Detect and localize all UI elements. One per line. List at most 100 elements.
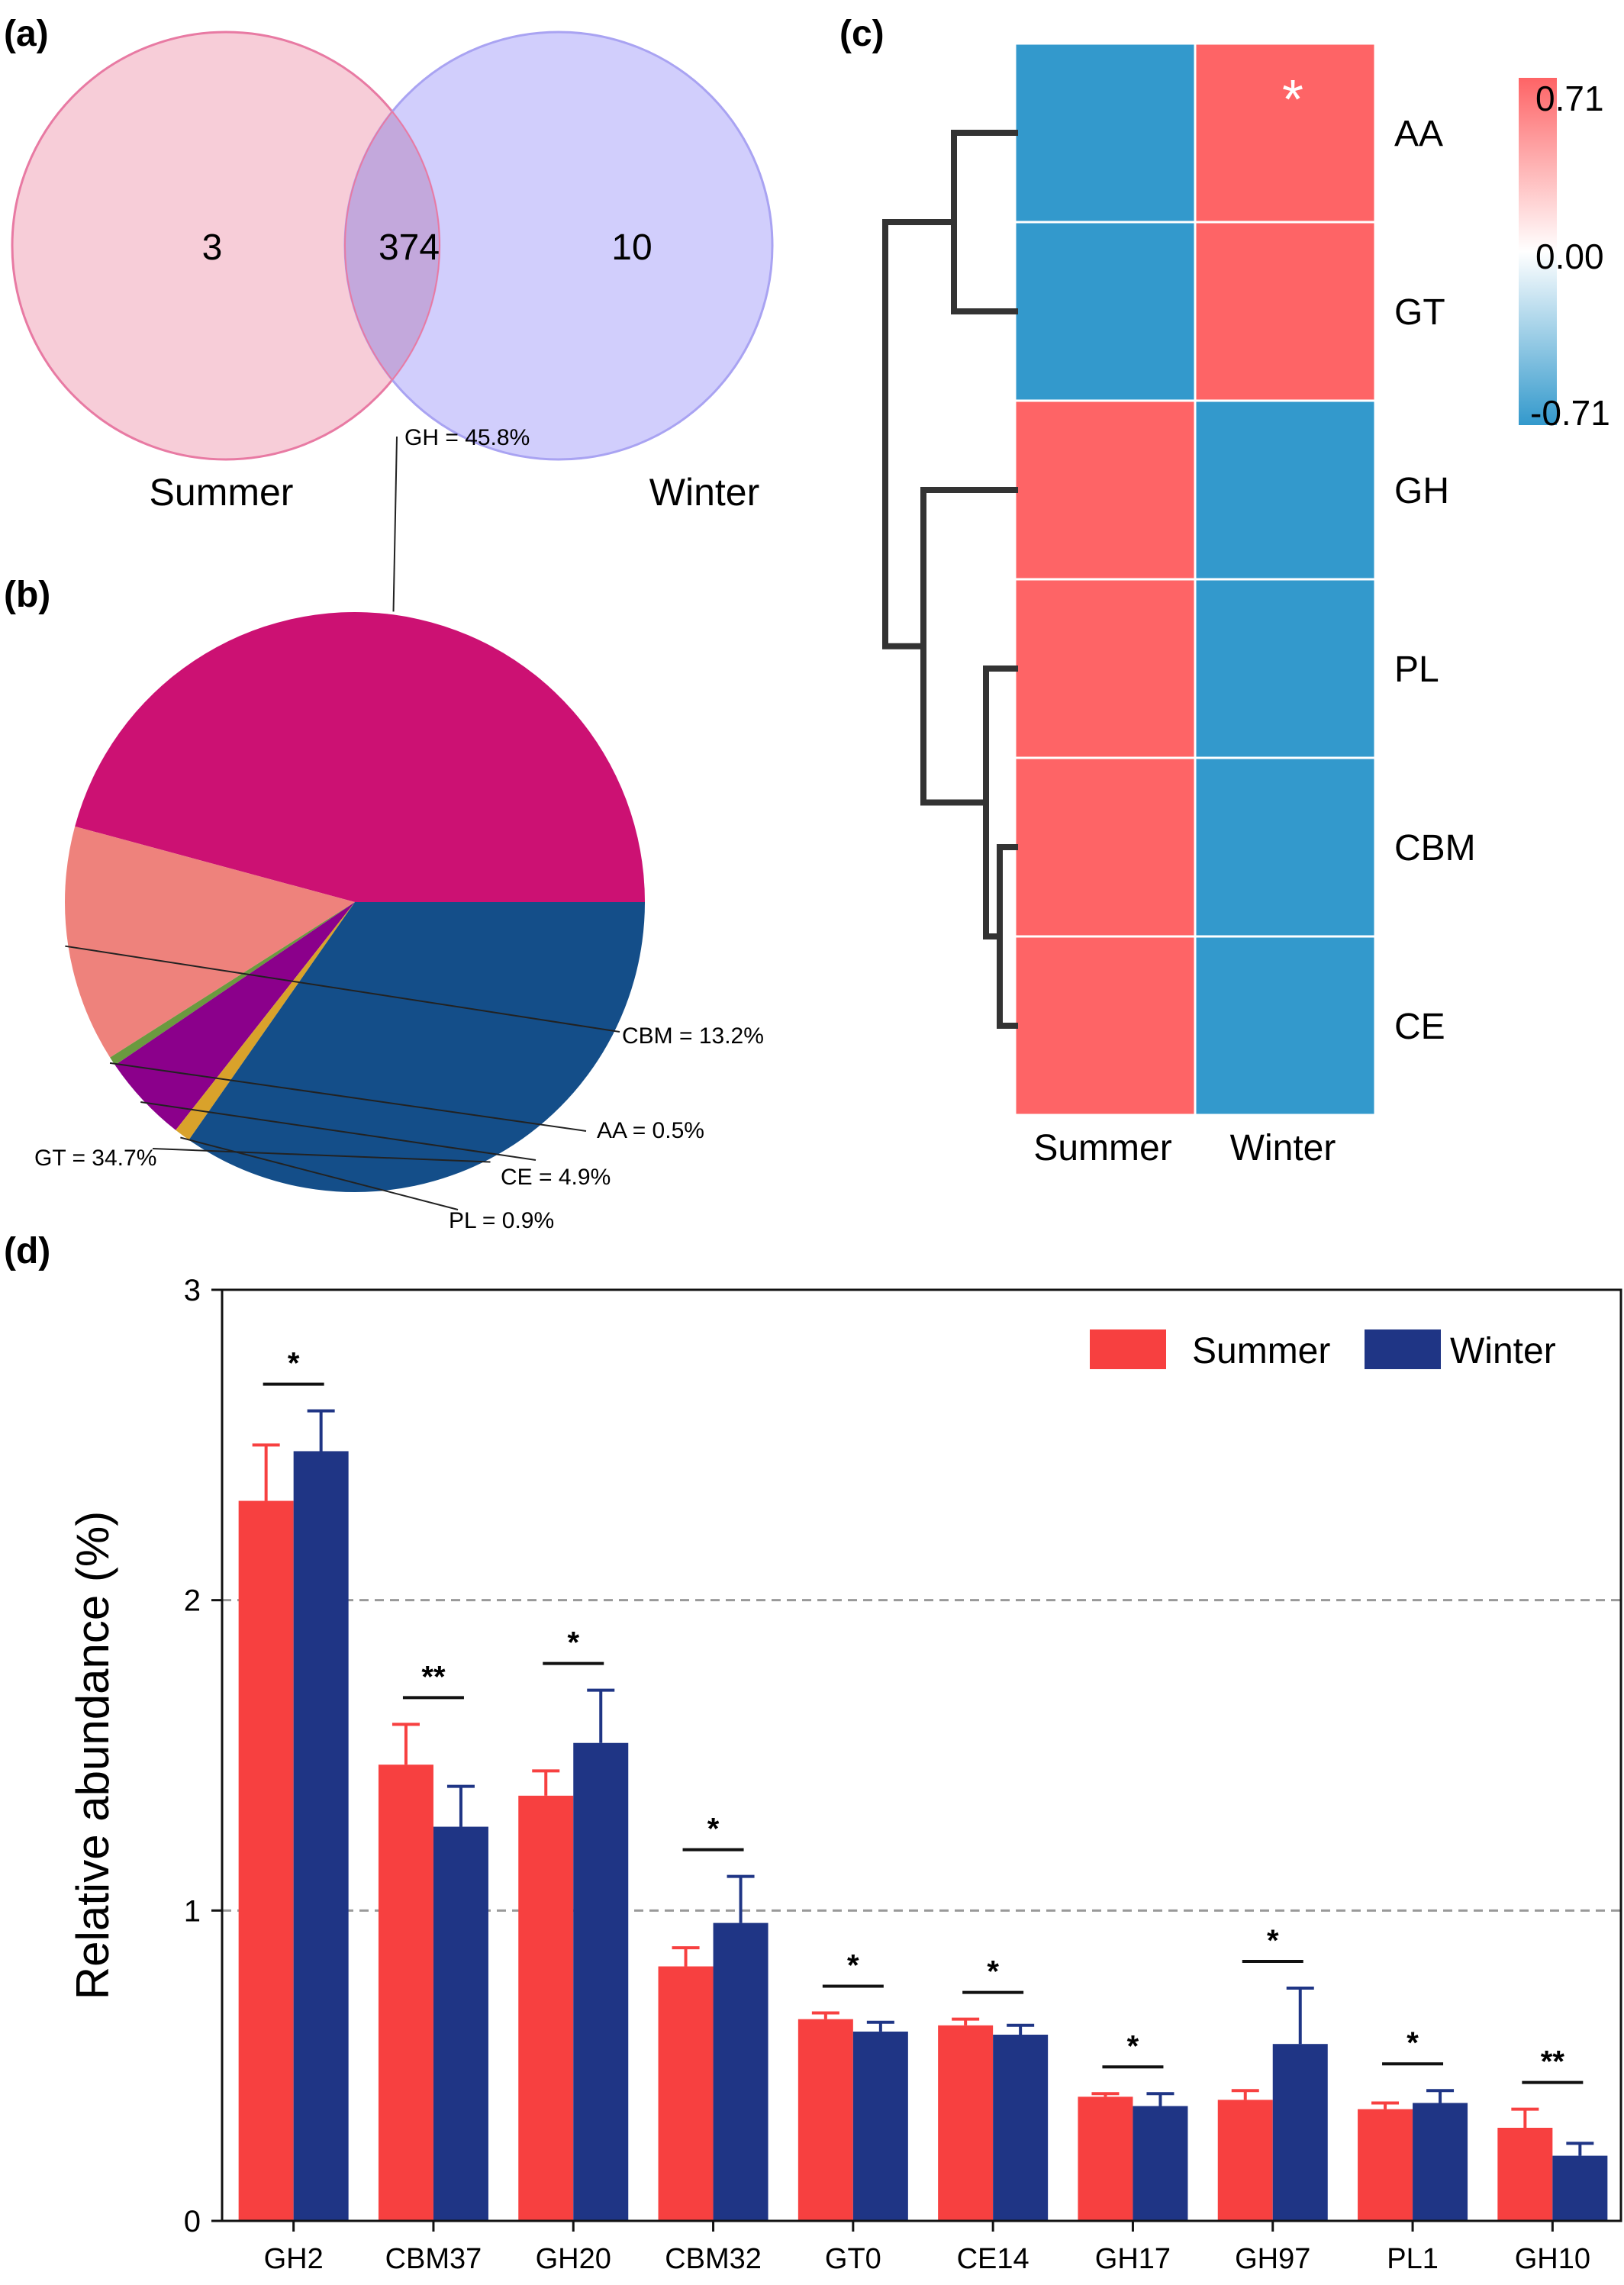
colorbar-tick-label: 0.00 xyxy=(1535,237,1604,276)
y-tick-label: 3 xyxy=(184,1274,201,1307)
x-tick-label-gh2: GH2 xyxy=(264,2243,324,2275)
heatmap-cell-gh-winter xyxy=(1194,399,1377,581)
legend-label-winter: Winter xyxy=(1450,1331,1556,1371)
venn-summer-label: Summer xyxy=(150,471,294,514)
heatmap-significance-mark: * xyxy=(1282,69,1303,131)
x-tick-label-gh20: GH20 xyxy=(536,2243,611,2275)
heatmap-column-label-summer: Summer xyxy=(1033,1128,1171,1168)
legend-swatch-winter xyxy=(1365,1329,1441,1369)
pie-slice-pl xyxy=(176,902,355,1140)
pie-label-aa: AA = 0.5% xyxy=(597,1118,704,1143)
x-tick-label-gt0: GT0 xyxy=(825,2243,881,2275)
bar-summer-gh2 xyxy=(238,1500,294,2221)
bar-summer-cbm32 xyxy=(658,1966,714,2221)
panel-label-a: (a) xyxy=(4,14,49,54)
heatmap-cell-aa-winter xyxy=(1194,42,1377,224)
pie-slice-gh xyxy=(75,612,646,902)
bar-winter-gh20 xyxy=(573,1742,629,2221)
heatmap-cell-cbm-winter xyxy=(1194,756,1377,938)
bar-summer-ce14 xyxy=(938,2025,994,2221)
pie-leader-gh xyxy=(392,436,398,612)
colorbar-tick-label: -0.71 xyxy=(1530,393,1610,433)
heatmap-cell-pl-summer xyxy=(1013,578,1197,759)
panel-label-b: (b) xyxy=(4,575,50,615)
heatmap-cell-gt-summer xyxy=(1013,221,1197,402)
x-tick-label-cbm32: CBM32 xyxy=(665,2243,762,2275)
colorbar: 0.71 0.00 -0.71 xyxy=(1519,78,1610,433)
significance-mark-cbm32: * xyxy=(707,1813,720,1846)
bar-winter-pl1 xyxy=(1413,2103,1468,2221)
bar-summer-gh10 xyxy=(1497,2128,1553,2221)
heatmap-row-label-pl: PL xyxy=(1394,649,1439,690)
pie-leader-ce xyxy=(140,1101,536,1161)
heatmap-row-label-gh: GH xyxy=(1394,471,1449,511)
x-tick-label-gh97: GH97 xyxy=(1235,2243,1310,2275)
pie-slice-cbm xyxy=(65,826,355,1058)
significance-mark-pl1: * xyxy=(1406,2026,1419,2060)
bar-winter-gh2 xyxy=(293,1451,349,2221)
dendrogram-branch xyxy=(951,130,1018,314)
significance-mark-gh97: * xyxy=(1267,1924,1279,1958)
heatmap-cell-ce-summer xyxy=(1013,935,1197,1117)
significance-mark-gh20: * xyxy=(567,1626,579,1660)
pie-label-ce: CE = 4.9% xyxy=(501,1165,611,1190)
pie-leader-cbm xyxy=(65,945,620,1033)
dendrogram-branch xyxy=(920,487,1018,806)
bar-winter-cbm37 xyxy=(433,1826,488,2221)
legend-swatch-summer xyxy=(1090,1329,1166,1369)
row-dendrogram xyxy=(882,130,1018,1029)
pie-leader-gt xyxy=(152,1148,491,1163)
pie-leader-pl xyxy=(180,1136,459,1210)
heatmap: * AA GT GH PL CBM CE Summer Winter xyxy=(1013,42,1476,1168)
bar-summer-gh20 xyxy=(518,1795,574,2221)
y-tick-label: 2 xyxy=(184,1584,201,1618)
bar-winter-gt0 xyxy=(852,2031,908,2221)
venn-winter-label: Winter xyxy=(649,471,759,514)
heatmap-cell-cbm-summer xyxy=(1013,756,1197,938)
bar-winter-cbm32 xyxy=(713,1922,768,2221)
heatmap-cell-gh-summer xyxy=(1013,399,1197,581)
bar-summer-pl1 xyxy=(1358,2109,1413,2221)
heatmap-cell-ce-winter xyxy=(1194,935,1377,1117)
colorbar-tick-label: 0.71 xyxy=(1535,79,1604,118)
pie-chart xyxy=(65,436,646,1210)
significance-mark-cbm37: ** xyxy=(421,1660,446,1694)
panel-label-c: (c) xyxy=(839,14,884,54)
pie-labels: GH = 45.8% CBM = 13.2% AA = 0.5% CE = 4.… xyxy=(34,425,764,1233)
y-tick-label: 1 xyxy=(184,1894,201,1928)
bar-winter-gh17 xyxy=(1133,2106,1188,2221)
pie-label-pl: PL = 0.9% xyxy=(449,1208,554,1233)
heatmap-row-label-gt: GT xyxy=(1394,292,1445,333)
pie-slice-ce xyxy=(114,902,355,1130)
pie-label-cbm: CBM = 13.2% xyxy=(622,1023,764,1049)
plot-frame xyxy=(221,1288,1622,2222)
panel-label-d: (d) xyxy=(4,1231,50,1271)
pie-slice-gt xyxy=(188,902,645,1192)
bar-summer-gt0 xyxy=(798,2019,853,2221)
legend-label-summer: Summer xyxy=(1192,1331,1330,1371)
significance-mark-gt0: * xyxy=(847,1949,859,1983)
bar-chart: * GH2 ** CBM37 * GH20 * CBM32 * GT0 * CE14 * GH17 * GH9… xyxy=(67,1274,1622,2275)
heatmap-row-label-ce: CE xyxy=(1394,1007,1445,1047)
venn-diagram: 3 374 10 Summer Winter xyxy=(11,31,774,514)
significance-mark-gh2: * xyxy=(288,1347,300,1381)
significance-mark-gh17: * xyxy=(1127,2029,1139,2063)
heatmap-row-label-cbm: CBM xyxy=(1394,828,1476,869)
bar-winter-gh10 xyxy=(1552,2155,1608,2221)
y-axis-label: Relative abundance (%) xyxy=(67,1511,118,2000)
x-tick-label-gh10: GH10 xyxy=(1515,2243,1590,2275)
venn-summer-only-count: 3 xyxy=(202,227,223,268)
y-tick-label: 0 xyxy=(184,2205,201,2238)
pie-slice-aa xyxy=(110,902,355,1065)
x-tick-label-ce14: CE14 xyxy=(957,2243,1030,2275)
bar-summer-cbm37 xyxy=(378,1765,433,2221)
heatmap-column-label-winter: Winter xyxy=(1230,1128,1336,1168)
significance-mark-ce14: * xyxy=(987,1955,999,1989)
x-tick-label-pl1: PL1 xyxy=(1387,2243,1439,2275)
bar-summer-gh97 xyxy=(1217,2100,1273,2221)
x-tick-label-gh17: GH17 xyxy=(1095,2243,1171,2275)
venn-overlap-region xyxy=(344,110,440,382)
pie-label-gt: GT = 34.7% xyxy=(34,1146,156,1171)
x-tick-label-cbm37: CBM37 xyxy=(385,2243,482,2275)
heatmap-cell-pl-winter xyxy=(1194,578,1377,759)
